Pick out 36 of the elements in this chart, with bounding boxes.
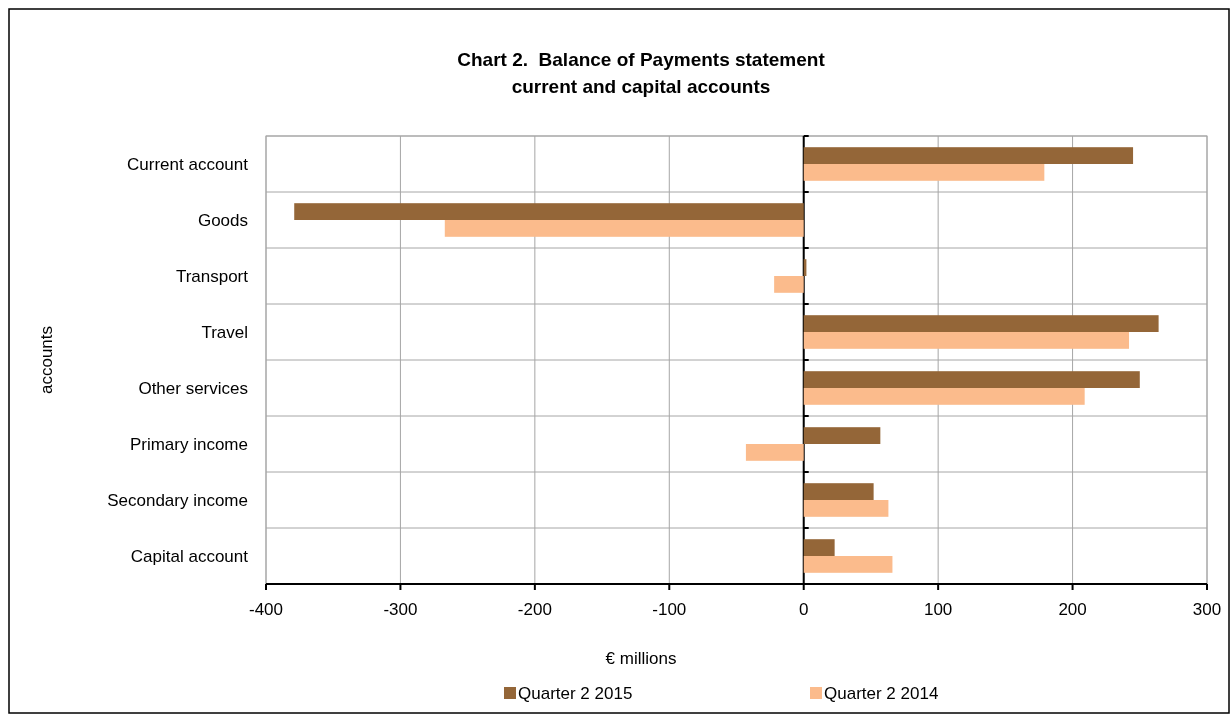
bar [803, 556, 893, 573]
y-tick-label: Secondary income [107, 491, 248, 510]
legend-label: Quarter 2 2014 [824, 684, 939, 703]
y-tick-label: Transport [175, 267, 249, 286]
legend-label: Quarter 2 2015 [518, 684, 633, 703]
bar [803, 500, 889, 517]
x-tick-label: -400 [248, 600, 284, 619]
x-tick-label: -300 [383, 600, 418, 619]
y-tick-label: Capital account [130, 547, 249, 566]
y-tick-label: Current account [127, 155, 249, 174]
bar [803, 371, 1140, 388]
bar [803, 388, 1085, 405]
x-tick-label: 100 [923, 600, 953, 619]
y-axis-title: accounts [37, 325, 56, 395]
x-tick-label: 0 [798, 600, 809, 619]
bar [745, 444, 804, 461]
bar [803, 483, 874, 500]
x-tick-label: -200 [517, 600, 552, 619]
x-tick-label: 200 [1058, 600, 1087, 619]
x-tick-label: 300 [1192, 600, 1222, 619]
bar [774, 276, 804, 293]
bar [803, 332, 1130, 349]
bar [803, 147, 1134, 164]
bar [294, 203, 804, 220]
y-tick-label: Primary income [129, 435, 248, 454]
x-axis-title: € millions [605, 649, 677, 668]
chart-title: Chart 2. Balance of Payments statement current and capital accounts [457, 49, 826, 97]
bar [803, 164, 1045, 181]
y-tick-label: Other services [138, 379, 248, 398]
y-tick-label: Goods [197, 211, 248, 230]
bar [444, 220, 804, 237]
bar [803, 315, 1159, 332]
y-tick-label: Travel [201, 323, 248, 342]
bar [803, 427, 881, 444]
x-tick-label: -100 [652, 600, 687, 619]
bar [803, 539, 835, 556]
